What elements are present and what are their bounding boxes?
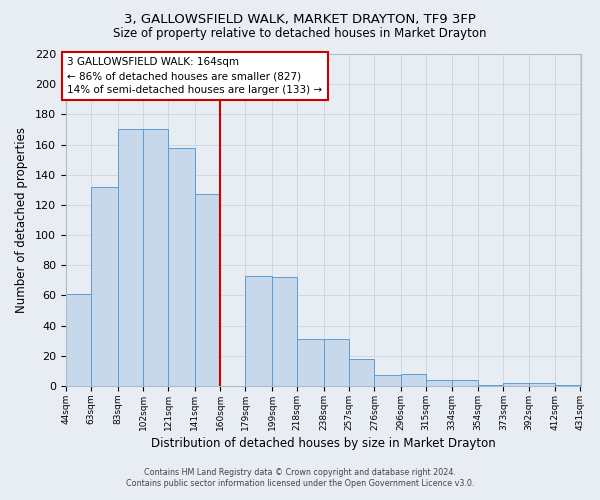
Bar (169, 148, 195, 386)
Y-axis label: Number of detached properties: Number of detached properties (15, 127, 28, 313)
Text: 3, GALLOWSFIELD WALK, MARKET DRAYTON, TF9 3FP: 3, GALLOWSFIELD WALK, MARKET DRAYTON, TF… (124, 12, 476, 26)
Bar (349, 359, 374, 386)
Bar (195, 194, 220, 386)
Text: Size of property relative to detached houses in Market Drayton: Size of property relative to detached ho… (113, 28, 487, 40)
Bar (401, 374, 426, 386)
Bar (91, 187, 118, 386)
Bar (529, 383, 555, 386)
Bar (426, 380, 452, 386)
Bar (478, 384, 503, 386)
Bar (143, 130, 169, 386)
Bar (297, 340, 324, 386)
Text: 3 GALLOWSFIELD WALK: 164sqm
← 86% of detached houses are smaller (827)
14% of se: 3 GALLOWSFIELD WALK: 164sqm ← 86% of det… (67, 57, 322, 95)
Bar (272, 278, 297, 386)
Bar (118, 130, 143, 386)
Bar (324, 340, 349, 386)
Bar (245, 276, 272, 386)
Text: Contains HM Land Registry data © Crown copyright and database right 2024.
Contai: Contains HM Land Registry data © Crown c… (126, 468, 474, 487)
X-axis label: Distribution of detached houses by size in Market Drayton: Distribution of detached houses by size … (151, 437, 496, 450)
Bar (452, 380, 478, 386)
Bar (503, 383, 529, 386)
Bar (555, 384, 581, 386)
Bar (374, 376, 401, 386)
Bar (66, 294, 91, 386)
